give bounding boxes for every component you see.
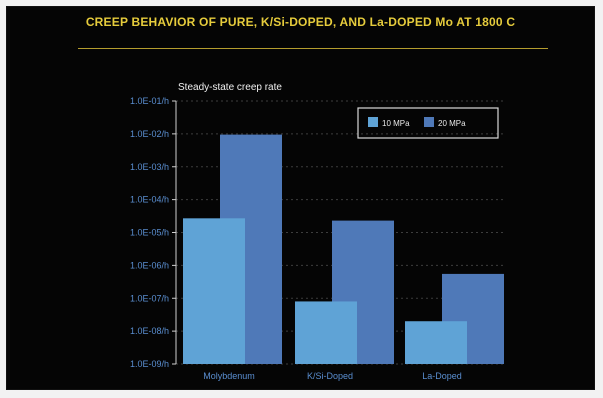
y-axis-ticks: 1.0E-01/h 1.0E-02/h 1.0E-03/h 1.0E-04/h 1.0E…: [130, 96, 176, 369]
legend-label: 10 MPa: [382, 119, 410, 128]
title-underline: [78, 48, 548, 49]
legend: 10 MPa 20 MPa: [357, 107, 499, 139]
y-tick-label: 1.0E-03/h: [130, 162, 169, 172]
bar-k-si-doped-10mpa: [295, 301, 357, 364]
legend-swatch: [424, 117, 434, 127]
chart-title: Steady-state creep rate: [178, 82, 282, 93]
legend-swatch: [368, 117, 378, 127]
chart-panel: CREEP BEHAVIOR OF PURE, K/Si-DOPED, AND …: [6, 6, 595, 390]
bar-molybdenum-10mpa: [183, 218, 245, 364]
y-tick-label: 1.0E-01/h: [130, 96, 169, 106]
x-category-label: La-Doped: [422, 371, 462, 381]
bars: [183, 134, 504, 364]
legend-label: 20 MPa: [438, 119, 466, 128]
x-category-label: K/Si-Doped: [307, 371, 353, 381]
y-tick-label: 1.0E-04/h: [130, 195, 169, 205]
y-tick-label: 1.0E-08/h: [130, 326, 169, 336]
y-tick-label: 1.0E-05/h: [130, 228, 169, 238]
y-tick-label: 1.0E-07/h: [130, 293, 169, 303]
legend-box: [357, 107, 499, 139]
figure-title: CREEP BEHAVIOR OF PURE, K/Si-DOPED, AND …: [85, 15, 516, 29]
bar-la-doped-10mpa: [405, 321, 467, 364]
y-tick-label: 1.0E-06/h: [130, 260, 169, 270]
y-tick-label: 1.0E-02/h: [130, 129, 169, 139]
creep-rate-chart: 1.0E-01/h 1.0E-02/h 1.0E-03/h 1.0E-04/h 1.0E…: [130, 82, 506, 381]
category-labels: Molybdenum K/Si-Doped La-Doped: [203, 371, 462, 381]
y-tick-label: 1.0E-09/h: [130, 359, 169, 369]
x-category-label: Molybdenum: [203, 371, 255, 381]
